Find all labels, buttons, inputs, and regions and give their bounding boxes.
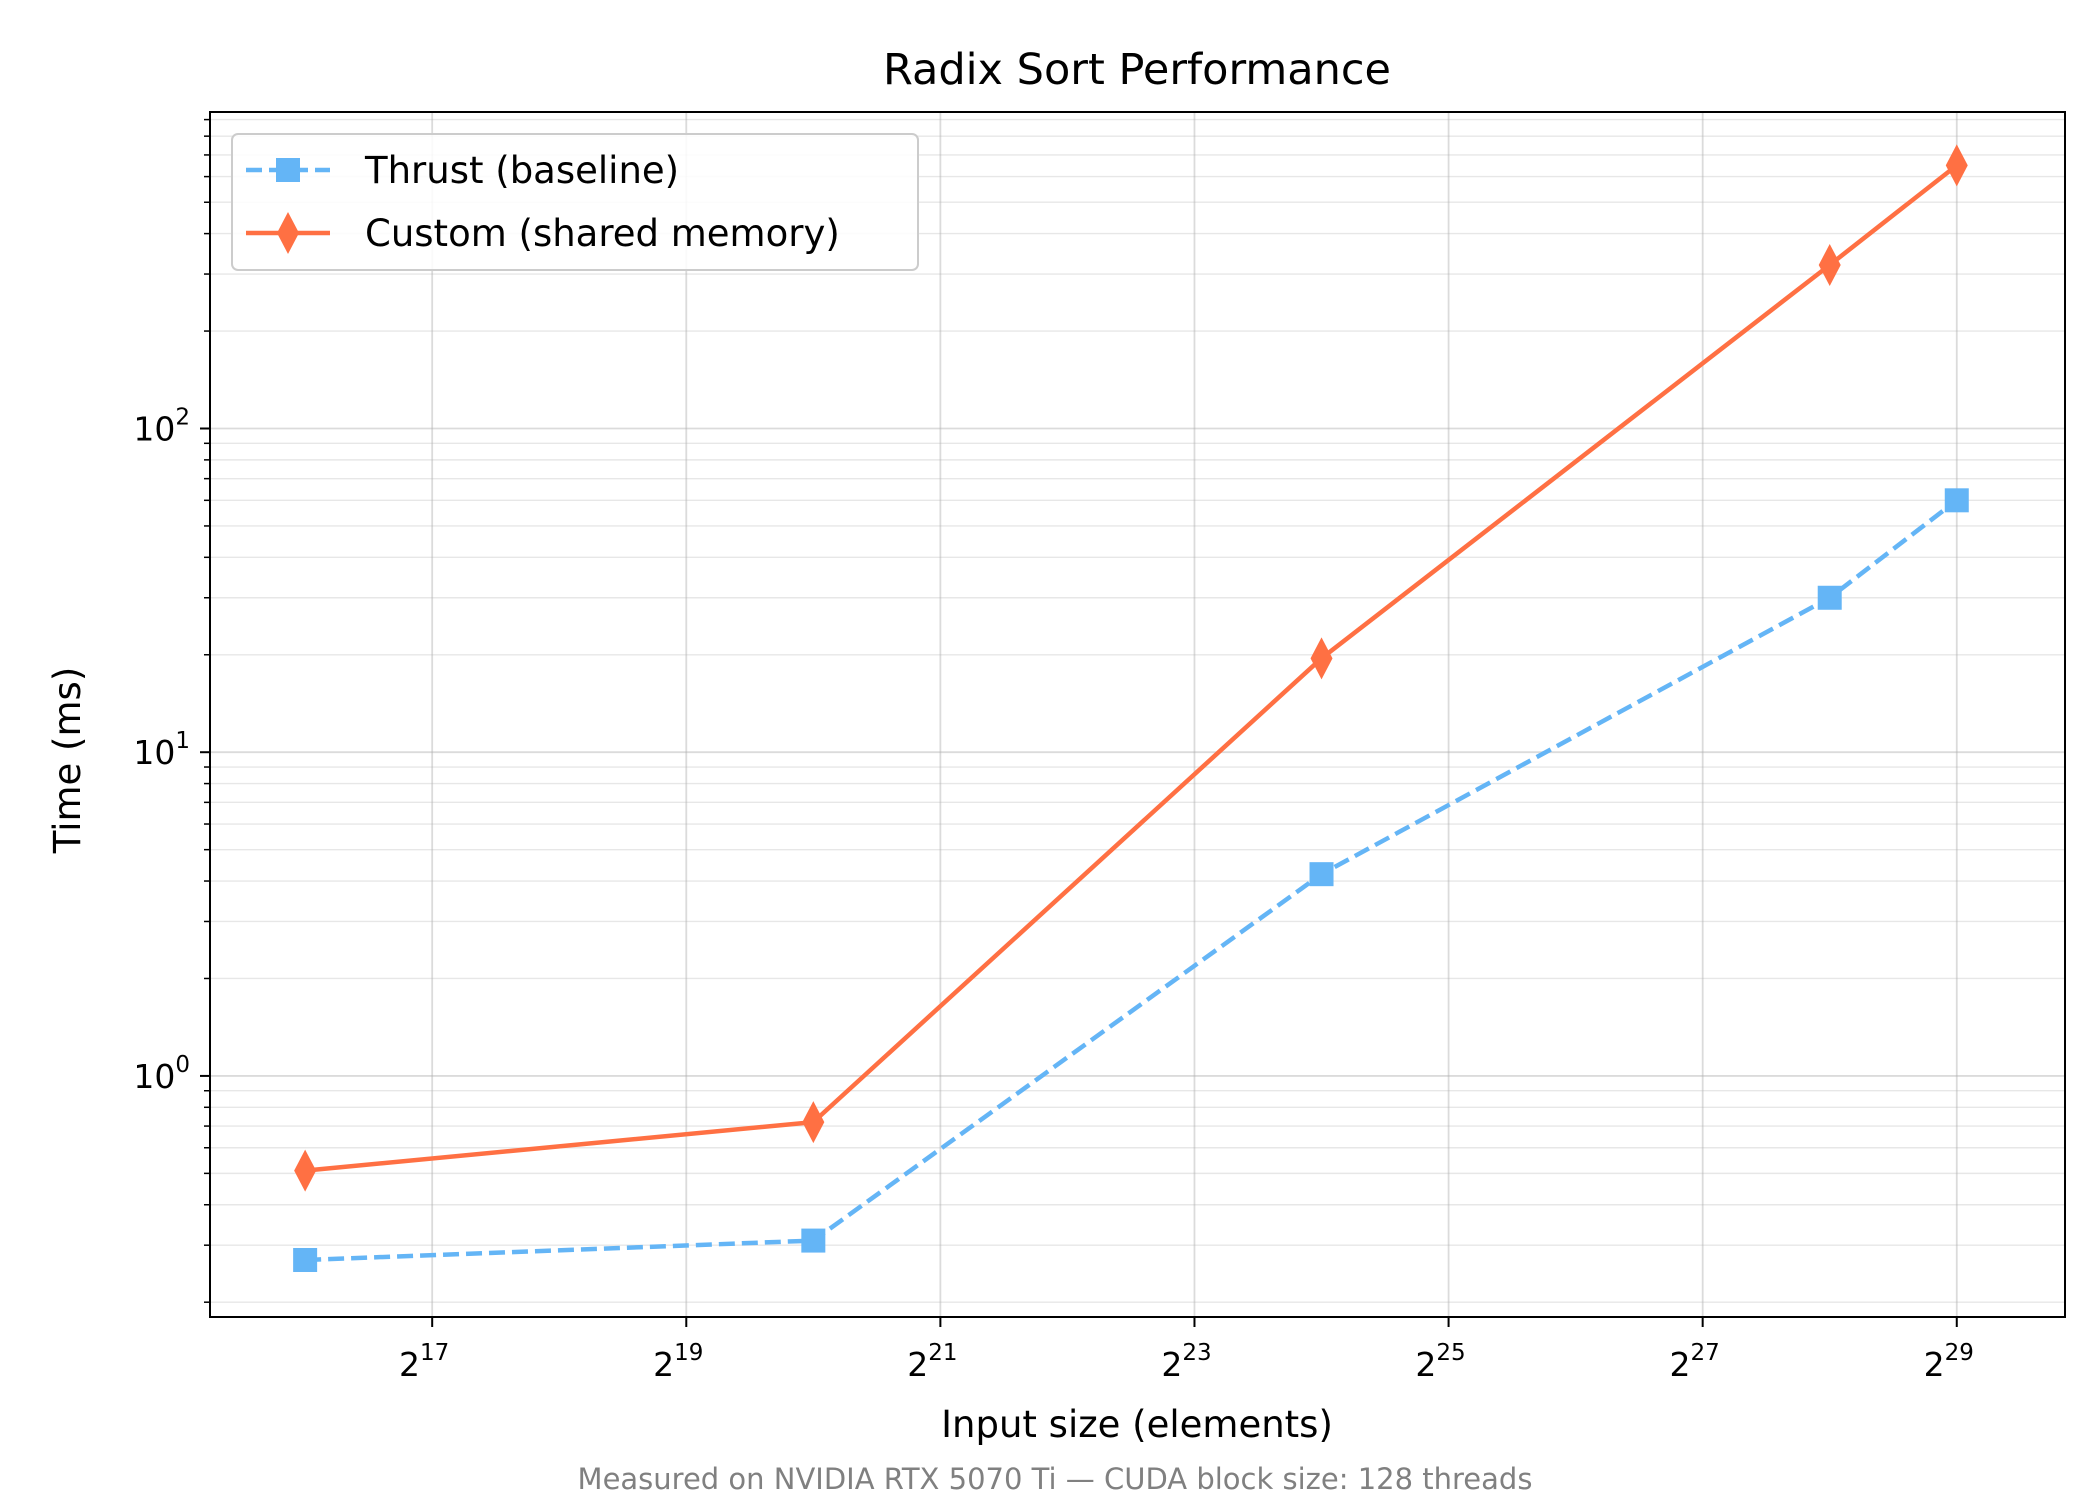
legend-marker (277, 212, 299, 254)
x-axis-label: Input size (elements) (941, 1403, 1333, 1446)
y-tick-base: 10 (133, 410, 175, 449)
y-axis-label: Time (ms) (46, 667, 89, 855)
x-tick-exponent: 27 (1691, 1340, 1720, 1366)
series-1 (294, 144, 1968, 1192)
x-tick-base: 2 (1415, 1345, 1436, 1384)
grid (210, 112, 2065, 1317)
x-tick-label: 217 (399, 1340, 449, 1384)
legend-label: Thrust (baseline) (364, 149, 679, 192)
x-tick-base: 2 (1670, 1345, 1691, 1384)
legend-label: Custom (shared memory) (365, 212, 840, 255)
y-tick-exponent: 1 (175, 728, 190, 754)
y-tick-exponent: 0 (175, 1052, 190, 1078)
legend-box (231, 133, 919, 271)
y-tick-label: 100 (133, 1052, 190, 1096)
x-tick-label: 229 (1924, 1340, 1974, 1384)
data-point (1944, 488, 1969, 513)
x-tick-exponent: 17 (420, 1340, 449, 1366)
x-tick-base: 2 (907, 1345, 928, 1384)
x-tick-label: 225 (1415, 1340, 1465, 1384)
data-point (801, 1228, 826, 1253)
x-tick-exponent: 21 (928, 1340, 957, 1366)
data-point (293, 1247, 318, 1272)
x-tick-exponent: 23 (1182, 1340, 1211, 1366)
data-point (294, 1149, 317, 1192)
data-point (1817, 585, 1842, 610)
x-tick-exponent: 25 (1436, 1340, 1465, 1366)
x-tick-exponent: 19 (674, 1340, 703, 1366)
y-tick-base: 10 (133, 733, 175, 772)
data-point (1309, 862, 1334, 887)
plot-frame (209, 111, 2066, 1318)
x-tick-label: 223 (1161, 1340, 1211, 1384)
series-0 (293, 488, 1969, 1272)
data-point (1310, 637, 1333, 680)
x-tick-label: 219 (653, 1340, 703, 1384)
y-tick-label: 102 (133, 405, 190, 449)
data-point (1945, 144, 1968, 187)
x-tick-base: 2 (653, 1345, 674, 1384)
legend-marker (276, 158, 300, 182)
x-tick-exponent: 29 (1945, 1340, 1974, 1366)
data-point (1818, 243, 1841, 286)
x-tick-base: 2 (399, 1345, 420, 1384)
y-tick-exponent: 2 (175, 405, 190, 431)
legend: Thrust (baseline) Custom (shared memory) (231, 133, 919, 271)
y-tick-label: 101 (133, 728, 190, 772)
x-tick-label: 221 (907, 1340, 957, 1384)
x-tick-base: 2 (1924, 1345, 1945, 1384)
data-point (802, 1101, 825, 1144)
footnote: Measured on NVIDIA RTX 5070 Ti — CUDA bl… (578, 1462, 1533, 1496)
y-tick-base: 10 (133, 1057, 175, 1096)
series (293, 144, 1969, 1272)
x-tick-label: 227 (1670, 1340, 1720, 1384)
chart-title: Radix Sort Performance (883, 45, 1391, 95)
x-tick-base: 2 (1161, 1345, 1182, 1384)
